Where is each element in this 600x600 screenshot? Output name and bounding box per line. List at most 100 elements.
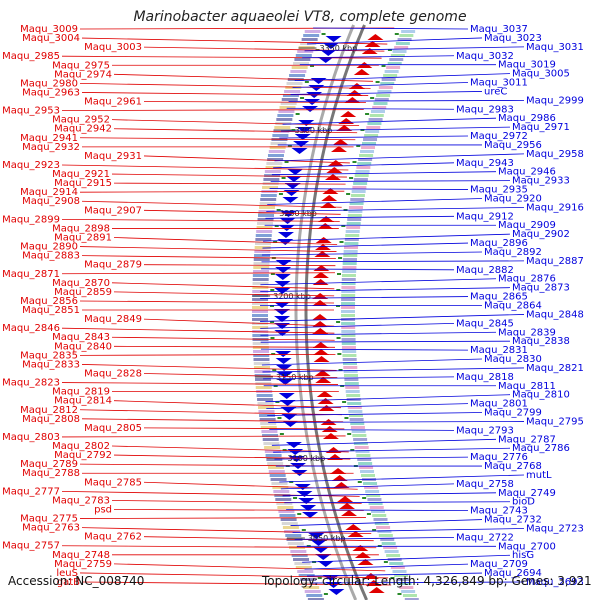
feature-block — [357, 162, 372, 165]
feature-block — [301, 38, 318, 41]
forward-gene-arrow — [315, 377, 332, 383]
feature-block — [374, 522, 389, 525]
feature-block — [253, 358, 270, 361]
feature-block — [368, 502, 383, 505]
leader-line — [261, 251, 483, 256]
gene-label: Maqu_2983 — [456, 104, 514, 115]
feature-block — [280, 518, 297, 521]
feature-block — [347, 406, 362, 409]
reverse-gene-arrow — [275, 267, 292, 273]
feature-block — [384, 550, 399, 553]
feature-block — [277, 114, 294, 117]
feature-block — [255, 386, 272, 389]
gene-label: Maqu_2786 — [512, 443, 570, 454]
reverse-gene-arrow — [328, 589, 345, 595]
forward-gene-arrow — [314, 244, 331, 250]
gene-label: Maqu_2870 — [52, 278, 110, 289]
feature-block — [355, 450, 370, 453]
leader-line — [79, 300, 335, 304]
gene-label: Maqu_2935 — [470, 185, 528, 196]
feature-block — [301, 582, 318, 585]
feature-block — [300, 578, 317, 581]
feature-block — [254, 366, 271, 369]
feature-block — [295, 54, 312, 57]
gene-label: Maqu_3009 — [20, 24, 78, 35]
gene-label: Maqu_2923 — [2, 160, 60, 171]
minor-tick — [397, 593, 402, 595]
gene-label: Maqu_2839 — [498, 327, 556, 338]
feature-block — [361, 474, 376, 477]
leader-line — [111, 282, 335, 290]
forward-gene-arrow — [337, 496, 354, 502]
feature-block — [252, 326, 269, 329]
minor-tick — [277, 417, 282, 419]
minor-tick — [284, 161, 289, 163]
gene-label: Maqu_2864 — [484, 301, 542, 312]
feature-block — [284, 530, 301, 533]
leader-line — [282, 492, 497, 497]
feature-block — [342, 358, 357, 361]
leader-line — [290, 91, 483, 95]
gene-label: Maqu_2956 — [484, 140, 542, 151]
feature-block — [266, 458, 283, 461]
reverse-gene-arrow — [298, 120, 315, 126]
feature-block — [341, 306, 356, 309]
gene-label: Maqu_2961 — [84, 97, 142, 108]
feature-block — [347, 402, 362, 405]
feature-block — [293, 558, 310, 561]
gene-label: Maqu_3019 — [498, 60, 556, 71]
leader-line — [113, 128, 358, 134]
reverse-gene-arrow — [294, 134, 311, 140]
feature-block — [252, 314, 269, 317]
leader-line — [79, 190, 345, 193]
backbone-arc — [294, 24, 358, 600]
leader-line — [61, 55, 382, 59]
leader-line — [260, 322, 455, 329]
gene-label: Maqu_3003 — [84, 42, 142, 53]
minor-tick — [336, 305, 341, 307]
feature-block — [341, 294, 356, 297]
gene-label: Maqu_2975 — [52, 60, 110, 71]
feature-block — [266, 162, 283, 165]
feature-block — [399, 586, 414, 589]
feature-block — [350, 194, 365, 197]
feature-block — [255, 234, 272, 237]
gene-label: Maqu_2958 — [526, 149, 584, 160]
feature-block — [341, 302, 356, 305]
reverse-gene-arrow — [274, 274, 291, 280]
feature-block — [252, 334, 269, 337]
feature-block — [298, 574, 315, 577]
feature-block — [290, 70, 307, 73]
feature-block — [342, 354, 357, 357]
feature-block — [357, 458, 372, 461]
feature-block — [279, 106, 296, 109]
feature-block — [286, 82, 303, 85]
forward-gene-arrow — [315, 237, 332, 243]
feature-block — [343, 370, 358, 373]
feature-block — [377, 530, 392, 533]
feature-block — [262, 434, 279, 437]
gene-label: Maqu_2808 — [22, 414, 80, 425]
leader-line — [279, 135, 469, 139]
gene-label: bioD — [512, 497, 535, 508]
leader-line — [113, 291, 335, 297]
feature-block — [386, 66, 401, 69]
forward-gene-arrow — [313, 349, 330, 355]
feature-block — [267, 154, 284, 157]
gene-label: Maqu_2776 — [470, 452, 528, 463]
feature-block — [341, 330, 356, 333]
gene-label: Maqu_2931 — [84, 151, 142, 162]
feature-block — [273, 490, 290, 493]
feature-block — [255, 378, 272, 381]
feature-block — [262, 438, 279, 441]
feature-block — [367, 498, 382, 501]
feature-block — [294, 58, 311, 61]
feature-block — [252, 278, 269, 281]
feature-block — [347, 218, 362, 221]
feature-block — [346, 394, 361, 397]
feature-block — [252, 282, 269, 285]
reverse-gene-arrow — [276, 372, 293, 378]
feature-block — [359, 466, 374, 469]
forward-gene-arrow — [345, 524, 362, 530]
minor-tick — [336, 289, 341, 291]
